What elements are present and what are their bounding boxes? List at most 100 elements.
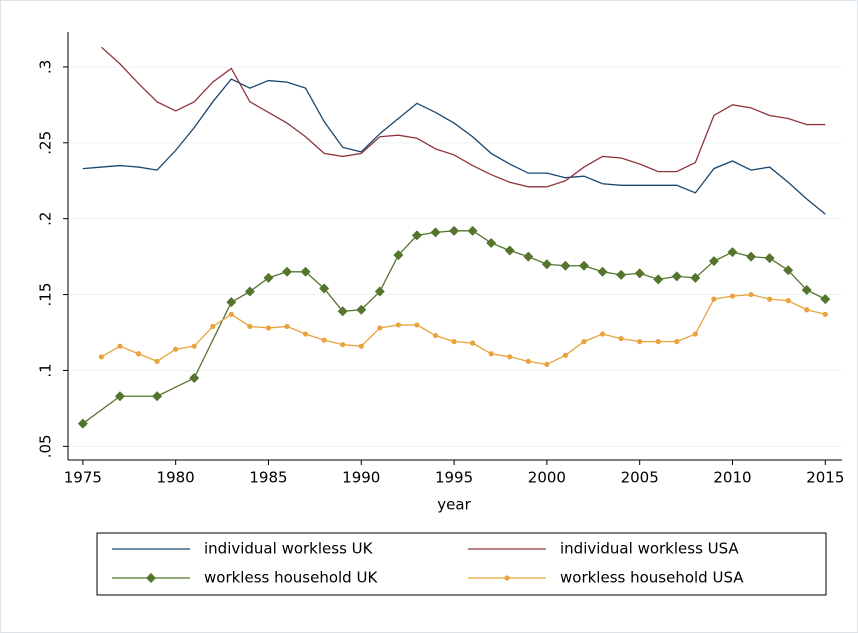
y-tick-label: .2 — [37, 212, 55, 226]
x-tick-label: 1985 — [249, 469, 287, 487]
marker — [282, 266, 293, 277]
marker — [189, 373, 200, 384]
series-line — [100, 46, 826, 188]
marker — [634, 268, 645, 279]
marker — [674, 339, 680, 345]
y-tick-label: .15 — [37, 283, 55, 307]
marker — [785, 298, 791, 304]
marker — [746, 251, 757, 262]
marker — [767, 296, 773, 302]
marker — [300, 266, 311, 277]
marker — [377, 325, 383, 331]
marker — [560, 260, 571, 271]
marker — [77, 418, 88, 429]
marker — [488, 351, 494, 357]
marker — [655, 339, 661, 345]
marker — [544, 361, 550, 367]
legend-label: individual workless USA — [560, 540, 739, 558]
marker — [507, 354, 513, 360]
y-tick-label: .3 — [37, 60, 55, 74]
marker — [152, 391, 163, 402]
marker — [432, 332, 439, 339]
y-tick-label: .1 — [37, 363, 55, 377]
plot-area — [68, 32, 842, 460]
marker — [411, 230, 422, 241]
marker — [302, 331, 309, 337]
marker — [822, 311, 828, 317]
marker — [523, 251, 534, 262]
x-tick-label: 1975 — [64, 469, 102, 487]
marker — [729, 293, 736, 299]
x-axis-title: year — [437, 496, 471, 514]
x-tick-label: 1980 — [157, 469, 195, 487]
marker — [801, 285, 812, 296]
marker — [820, 294, 831, 305]
y-tick-label: .25 — [37, 131, 55, 155]
marker — [247, 323, 253, 330]
marker — [711, 296, 717, 302]
marker — [414, 322, 420, 328]
marker — [783, 265, 794, 276]
marker — [562, 352, 569, 358]
marker — [358, 343, 364, 349]
marker — [265, 325, 272, 331]
y-tick-label: .05 — [37, 434, 55, 458]
marker — [541, 259, 552, 270]
x-tick-label: 2005 — [621, 469, 659, 487]
marker — [467, 225, 478, 236]
legend-label: workless household UK — [204, 569, 378, 587]
marker — [319, 283, 330, 294]
marker — [692, 331, 698, 337]
marker — [173, 346, 179, 352]
marker — [579, 260, 589, 271]
marker — [804, 307, 810, 313]
marker — [135, 351, 142, 357]
marker — [337, 306, 348, 317]
marker — [284, 323, 290, 330]
marker — [117, 343, 123, 349]
marker — [727, 247, 738, 258]
marker — [356, 304, 367, 315]
marker — [597, 266, 608, 277]
x-tick-label: 2010 — [713, 469, 751, 487]
marker — [321, 337, 327, 343]
legend — [96, 532, 827, 596]
x-tick-label: 2015 — [806, 469, 844, 487]
marker — [581, 339, 587, 345]
marker — [690, 272, 701, 283]
marker — [146, 573, 156, 583]
marker — [618, 335, 624, 342]
x-tick-label: 2000 — [528, 469, 566, 487]
marker — [504, 245, 515, 256]
marker — [504, 575, 510, 581]
marker — [599, 331, 606, 337]
legend-label: individual workless UK — [204, 540, 374, 558]
marker — [374, 286, 385, 297]
marker — [708, 256, 719, 267]
marker — [637, 339, 643, 345]
x-tick-label: 1990 — [342, 469, 380, 487]
marker — [393, 250, 404, 261]
marker — [98, 354, 105, 360]
marker — [449, 225, 460, 236]
marker — [486, 237, 497, 248]
legend-label: workless household USA — [560, 569, 744, 587]
marker — [451, 339, 457, 345]
series-line — [82, 78, 826, 215]
marker — [470, 340, 476, 346]
marker — [653, 274, 664, 285]
marker — [748, 291, 754, 298]
marker — [210, 323, 216, 330]
marker — [764, 253, 775, 264]
marker — [395, 322, 401, 328]
series-line — [101, 293, 826, 366]
marker — [154, 358, 160, 364]
marker — [340, 342, 346, 348]
marker — [226, 297, 237, 308]
marker — [430, 227, 441, 238]
marker — [616, 269, 627, 280]
marker — [114, 391, 125, 402]
marker — [228, 311, 234, 317]
marker — [191, 343, 197, 349]
